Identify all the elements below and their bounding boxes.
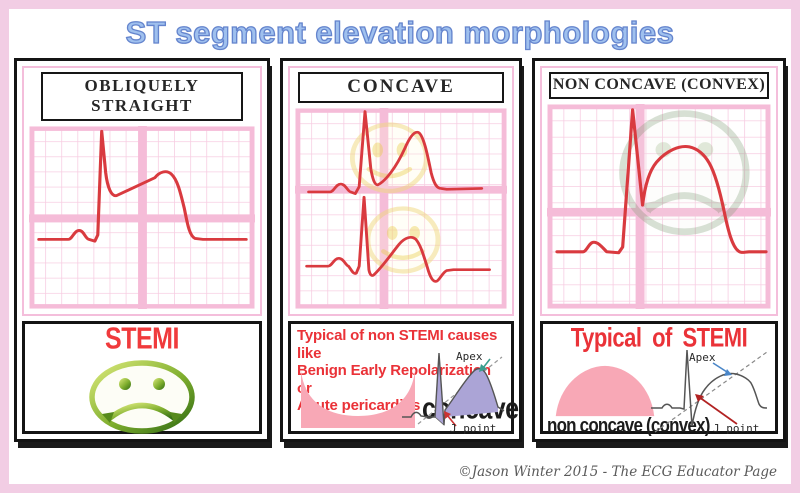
ecg-grid-middle xyxy=(295,108,507,309)
stemi-label: STEMI xyxy=(105,321,179,356)
j-point-arrow xyxy=(698,396,738,425)
grid-band-vertical xyxy=(379,108,389,309)
ecg-chart-obliquely-straight xyxy=(29,126,255,309)
ecg-trace-obliquely-straight xyxy=(37,129,248,243)
non-concave-verdict-box: Typical of STEMI non concave (convex) Ap… xyxy=(540,321,778,437)
concave-header: CONCAVE xyxy=(298,72,504,103)
panel-obliquely-straight: OBLIQUELY STRAIGHT xyxy=(14,58,270,442)
copyright: ©Jason Winter 2015 - The ECG Educator Pa… xyxy=(458,464,777,480)
mini-ecg-trace xyxy=(402,352,505,426)
tangent-dashed-line xyxy=(417,356,503,425)
grid-frame xyxy=(547,104,771,309)
grid-band-horizontal xyxy=(29,214,255,223)
grid-frame xyxy=(295,108,507,309)
non-concave-shape-label: non concave (convex) xyxy=(547,413,710,437)
apex-label: Apex xyxy=(456,350,483,363)
grid-frame xyxy=(29,126,255,309)
ecg-grid-left xyxy=(29,126,255,309)
j-point-diagram-concave: Apex J point xyxy=(402,350,505,434)
ecg-trace-non-concave xyxy=(555,108,768,255)
non-concave-header: NON CONCAVE (CONVEX) xyxy=(549,72,769,99)
panel-non-concave: NON CONCAVE (CONVEX) xyxy=(532,58,786,442)
typical-of-stemi-label: Typical of STEMI xyxy=(570,322,748,353)
face-eye-right xyxy=(153,378,165,390)
apex-arrow xyxy=(482,358,491,369)
ecg-trace-concave-bottom xyxy=(305,195,491,283)
face-eye-left xyxy=(119,378,131,390)
grid-band-vertical xyxy=(635,104,645,309)
obliquely-straight-header: OBLIQUELY STRAIGHT xyxy=(41,72,243,121)
panel-row: OBLIQUELY STRAIGHT xyxy=(9,58,791,442)
sad-face-icon xyxy=(89,360,195,434)
ecg-chart-concave xyxy=(295,108,507,309)
concave-ecg-panel: CONCAVE xyxy=(288,66,514,316)
convex-dome-shape xyxy=(555,365,655,417)
st-segment-fill xyxy=(445,368,498,417)
concave-verdict-box: Typical of non STEMI causes like Benign … xyxy=(288,321,519,434)
sad-face-watermark-icon xyxy=(619,110,750,236)
ecg-trace-concave-top xyxy=(307,110,484,195)
ecg-chart-non-concave xyxy=(547,104,771,309)
concave-shape xyxy=(301,370,415,428)
apex-arrow xyxy=(712,362,728,373)
panel-concave: CONCAVE xyxy=(280,58,522,442)
j-point-diagram-convex: Apex J point xyxy=(651,349,768,434)
j-point-arrow xyxy=(446,414,457,427)
j-point-label: J point xyxy=(450,422,496,434)
tangent-dashed-line xyxy=(654,351,768,433)
obliquely-straight-verdict-box: STEMI xyxy=(22,321,262,434)
non-concave-ecg-panel: NON CONCAVE (CONVEX) xyxy=(540,66,778,316)
obliquely-straight-ecg-panel: OBLIQUELY STRAIGHT xyxy=(22,66,262,316)
j-point-label: J point xyxy=(713,422,759,434)
ecg-grid-right xyxy=(547,104,771,309)
face-frown xyxy=(107,402,177,421)
apex-label: Apex xyxy=(689,351,716,364)
grid-band-horizontal xyxy=(547,207,771,217)
page-title: ST segment elevation morphologies xyxy=(125,14,675,50)
